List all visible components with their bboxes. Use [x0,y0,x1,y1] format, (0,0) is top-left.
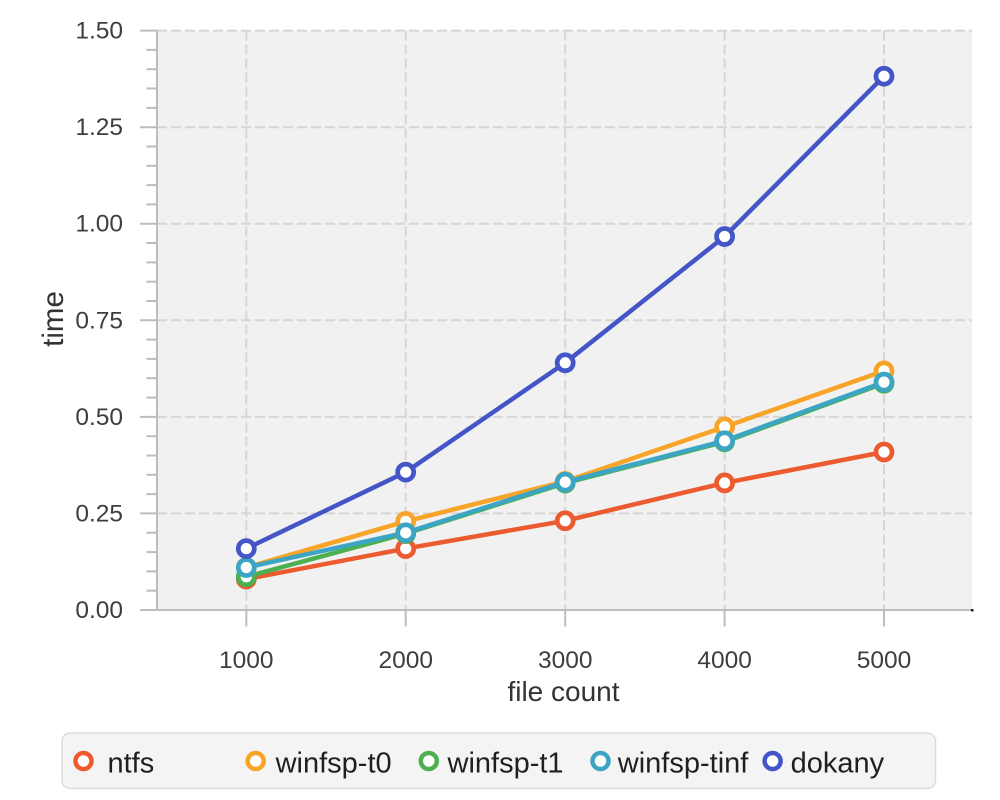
svg-text:0.00: 0.00 [75,597,123,624]
svg-text:0.50: 0.50 [75,404,123,431]
svg-text:2000: 2000 [378,647,433,674]
svg-text:3000: 3000 [538,647,593,674]
svg-text:0.75: 0.75 [75,307,123,334]
svg-text:time: time [37,291,70,347]
svg-text:winfsp-tinf: winfsp-tinf [617,748,749,780]
svg-text:1000: 1000 [219,647,274,674]
svg-text:dokany: dokany [791,748,885,780]
svg-text:1.50: 1.50 [75,18,123,45]
svg-text:ntfs: ntfs [108,748,155,780]
svg-text:1.00: 1.00 [75,211,123,238]
svg-text:5000: 5000 [857,647,912,674]
svg-text:winfsp-t1: winfsp-t1 [447,748,564,780]
svg-text:1.25: 1.25 [75,114,123,141]
svg-text:4000: 4000 [697,647,752,674]
svg-text:file count: file count [507,676,619,707]
svg-text:0.25: 0.25 [75,500,123,527]
svg-text:winfsp-t0: winfsp-t0 [275,748,392,780]
